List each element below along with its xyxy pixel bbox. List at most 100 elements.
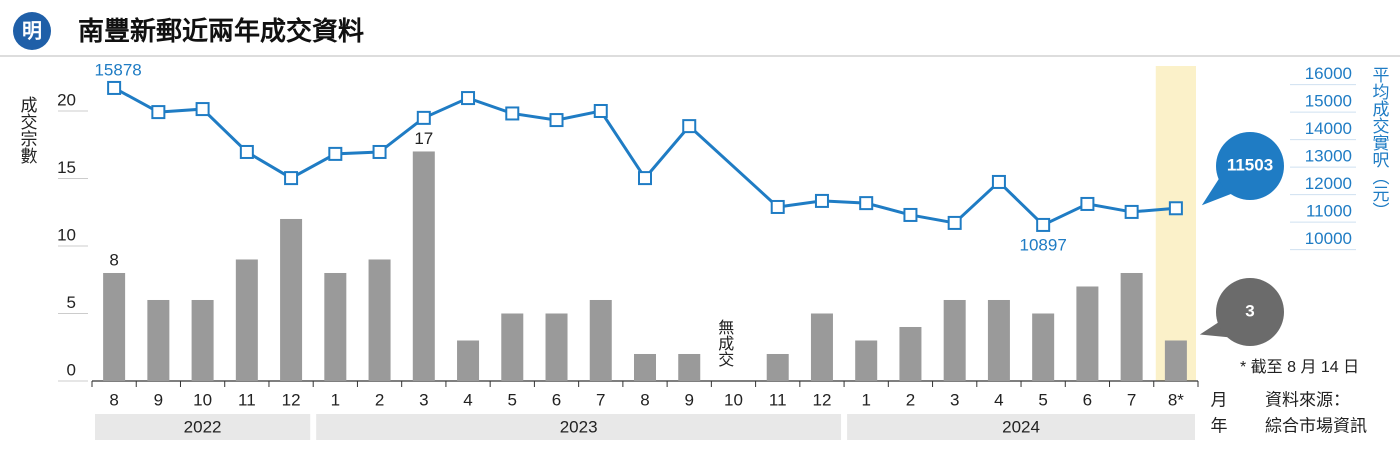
x-tick-label: 12 xyxy=(282,390,301,409)
x-tick-label: 7 xyxy=(596,390,605,409)
callout-label: 11503 xyxy=(1227,155,1273,174)
line-marker xyxy=(1080,196,1095,211)
line-marker xyxy=(107,80,122,95)
bar xyxy=(766,353,789,381)
bar xyxy=(191,299,214,381)
line-marker xyxy=(328,146,343,161)
bar xyxy=(280,218,303,381)
bar xyxy=(943,299,966,381)
line-marker xyxy=(770,199,785,214)
year-label: 2023 xyxy=(560,417,598,436)
y-axis-label: 成交宗數 xyxy=(18,96,38,164)
line-marker xyxy=(682,119,697,134)
x-tick-label: 8 xyxy=(640,390,649,409)
bar xyxy=(589,299,612,381)
bar xyxy=(987,299,1010,381)
line xyxy=(113,86,1177,227)
line-connector xyxy=(688,125,779,209)
y2-tick-label: 14000 xyxy=(1305,119,1352,138)
year-band xyxy=(847,414,1195,440)
year-label: 2022 xyxy=(184,417,222,436)
y2-tick-label: 16000 xyxy=(1305,64,1352,83)
x-tick-label: 8* xyxy=(1168,390,1184,409)
line-marker xyxy=(1036,217,1051,232)
bar xyxy=(368,259,391,381)
x-tick-label: 9 xyxy=(154,390,163,409)
callout-bubble xyxy=(1216,278,1284,346)
line-marker xyxy=(991,174,1006,189)
line-marker xyxy=(151,105,166,120)
line-label: 15878 xyxy=(94,60,141,79)
y-tick-label: 15 xyxy=(57,158,76,177)
logo: 明 xyxy=(22,19,42,42)
bar-label: 8 xyxy=(109,250,118,269)
x-tick-label: 6 xyxy=(1083,390,1092,409)
line-marker xyxy=(1168,201,1183,216)
y2-tick-label: 13000 xyxy=(1305,147,1352,166)
x-tick-label: 2 xyxy=(375,390,384,409)
bar xyxy=(324,272,347,381)
bar xyxy=(855,340,878,381)
line-marker xyxy=(903,207,918,222)
callout-label: 3 xyxy=(1245,301,1254,320)
highlight-band xyxy=(1155,66,1196,381)
x-tick-label: 3 xyxy=(950,390,959,409)
bar xyxy=(1076,286,1099,381)
line-marker xyxy=(461,91,476,106)
x-tick-label: 5 xyxy=(508,390,517,409)
bar xyxy=(545,313,568,381)
line-marker xyxy=(1124,204,1139,219)
line-marker xyxy=(947,215,962,230)
year-label: 2024 xyxy=(1002,417,1040,436)
bar xyxy=(147,299,170,381)
bar xyxy=(1164,340,1187,381)
bar xyxy=(1120,272,1143,381)
bar xyxy=(501,313,524,381)
bar xyxy=(678,353,701,381)
chart-title: 南豐新郵近兩年成交資料 xyxy=(78,16,364,46)
y2-tick-label: 11000 xyxy=(1306,202,1352,221)
y2-axis-label: 平均成交實呎（元） xyxy=(1370,66,1390,219)
y-tick-label: 5 xyxy=(67,293,76,312)
line-marker xyxy=(638,171,652,186)
line-label: 10897 xyxy=(1020,235,1067,254)
line-marker xyxy=(284,171,299,186)
x-tick-label: 1 xyxy=(331,390,340,409)
bar xyxy=(899,326,922,381)
line-marker xyxy=(505,106,520,121)
bar xyxy=(457,340,480,381)
x-tick-label: 1 xyxy=(861,390,870,409)
year-band xyxy=(316,414,842,440)
x-tick-label: 4 xyxy=(463,390,472,409)
x-tick-label: 7 xyxy=(1127,390,1136,409)
x-tick-label: 9 xyxy=(685,390,694,409)
bar-label: 17 xyxy=(414,129,433,148)
source-title: 資料來源： xyxy=(1265,390,1350,409)
line-marker xyxy=(372,144,387,159)
x-tick-label: 3 xyxy=(419,390,428,409)
y2-tick-label: 12000 xyxy=(1305,174,1352,193)
line-marker xyxy=(814,193,829,208)
bar xyxy=(1032,313,1055,381)
x-tick-label: 10 xyxy=(193,390,212,409)
x-tick-label: 11 xyxy=(238,390,256,409)
line-marker xyxy=(549,113,564,128)
x-tick-label: 10 xyxy=(724,390,743,409)
x-tick-label: 11 xyxy=(769,390,787,409)
x-tick-label: 2 xyxy=(906,390,915,409)
bar xyxy=(810,313,833,381)
line-marker xyxy=(239,144,254,159)
no-data-label: 無成交 xyxy=(715,319,734,367)
line-marker xyxy=(195,102,210,117)
callout-bubble xyxy=(1216,132,1284,200)
y-tick-label: 20 xyxy=(57,90,76,109)
y2-tick-label: 15000 xyxy=(1305,92,1352,111)
year-band xyxy=(95,414,311,440)
x-tick-label: 6 xyxy=(552,390,561,409)
bar xyxy=(103,272,126,381)
y-tick-label: 0 xyxy=(67,360,76,379)
line-marker xyxy=(593,103,608,118)
month-label: 月 xyxy=(1211,390,1228,409)
bar xyxy=(412,151,435,381)
